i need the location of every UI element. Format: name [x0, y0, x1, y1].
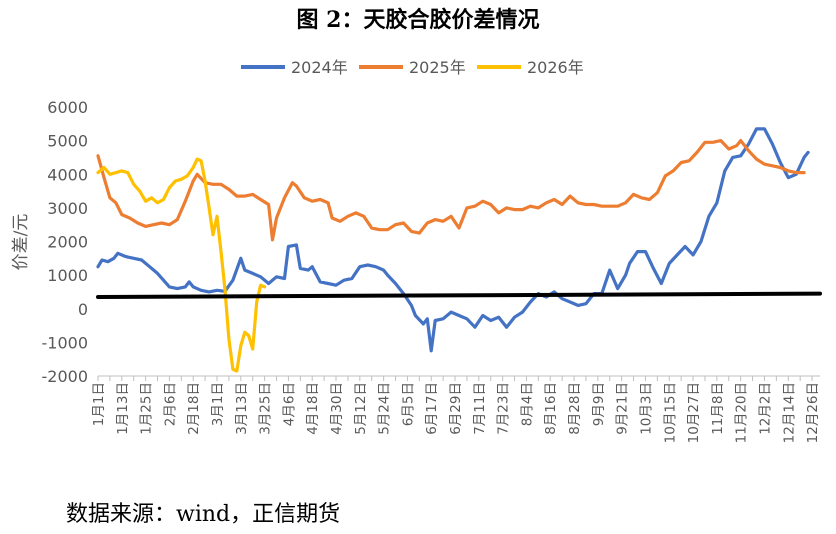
x-tick-label: 1月25日: [139, 382, 155, 435]
y-tick-label: -2000: [42, 367, 89, 386]
x-tick-label: 2月18日: [186, 382, 202, 435]
x-tick-label: 6月29日: [448, 382, 464, 435]
source-note: 数据来源：wind，正信期货: [66, 502, 341, 527]
x-tick-label: 5月24日: [377, 382, 393, 435]
x-tick-label: 4月30日: [329, 382, 345, 435]
y-tick-label: 0: [78, 300, 88, 319]
x-tick-label: 8月4日: [519, 382, 535, 426]
y-axis-title: 价差/元: [11, 214, 31, 271]
plot-area: [96, 127, 822, 373]
x-tick-label: 10月15日: [662, 382, 678, 443]
legend: 2024年 2025年 2026年: [241, 58, 584, 77]
x-tick-label: 3月1日: [210, 382, 226, 426]
x-axis: 1月1日 1月13日 1月25日 2月6日 2月18日 3月1日 3月13日 3月25日 4月6…: [91, 375, 821, 443]
legend-label: 2026年: [527, 58, 584, 77]
x-tick-label: 4月18日: [305, 382, 321, 435]
x-tick-label: 11月8日: [710, 382, 726, 435]
x-tick-label: 3月25日: [258, 382, 274, 435]
series-line-2026年: [96, 157, 267, 373]
x-tick-label: 9月21日: [615, 382, 631, 435]
x-tick-label: 8月28日: [567, 382, 583, 435]
x-tick-label: 8月16日: [543, 382, 559, 435]
y-tick-label: 5000: [47, 132, 88, 151]
legend-label: 2025年: [409, 58, 466, 77]
x-tick-label: 3月13日: [234, 382, 250, 435]
y-axis: 6000 5000 4000 3000 2000 1000 0 -1000 -2000: [42, 98, 89, 386]
series-line-2024年: [96, 127, 810, 353]
reference-line: [96, 291, 822, 299]
y-tick-label: 4000: [47, 165, 88, 184]
y-tick-label: 6000: [47, 98, 88, 117]
y-tick-label: 3000: [47, 199, 88, 218]
x-tick-label: 12月2日: [758, 382, 774, 435]
x-tick-label: 6月17日: [424, 382, 440, 435]
y-tick-label: 1000: [47, 266, 88, 285]
x-tick-label: 7月23日: [496, 382, 512, 435]
x-tick-label: 5月12日: [353, 382, 369, 435]
x-tick-label: 12月14日: [781, 382, 797, 443]
x-tick-label: 10月3日: [639, 382, 655, 435]
x-tick-label: 6月5日: [400, 382, 416, 426]
x-tick-label: 11月20日: [734, 382, 750, 443]
y-tick-label: -1000: [42, 333, 89, 352]
x-tick-label: 2月6日: [162, 382, 178, 426]
x-tick-label: 7月11日: [472, 382, 488, 435]
x-tick-label: 10月27日: [686, 382, 702, 443]
x-tick-label: 12月26日: [805, 382, 821, 443]
x-tick-label: 1月1日: [91, 382, 107, 426]
series-line-2025年: [96, 139, 806, 242]
x-tick-label: 9月9日: [591, 382, 607, 426]
x-tick-label: 1月13日: [115, 382, 131, 435]
legend-label: 2024年: [291, 58, 348, 77]
chart-title: 图 2：天胶合胶价差情况: [296, 7, 540, 33]
y-tick-label: 2000: [47, 233, 88, 252]
x-tick-label: 4月6日: [281, 382, 297, 426]
